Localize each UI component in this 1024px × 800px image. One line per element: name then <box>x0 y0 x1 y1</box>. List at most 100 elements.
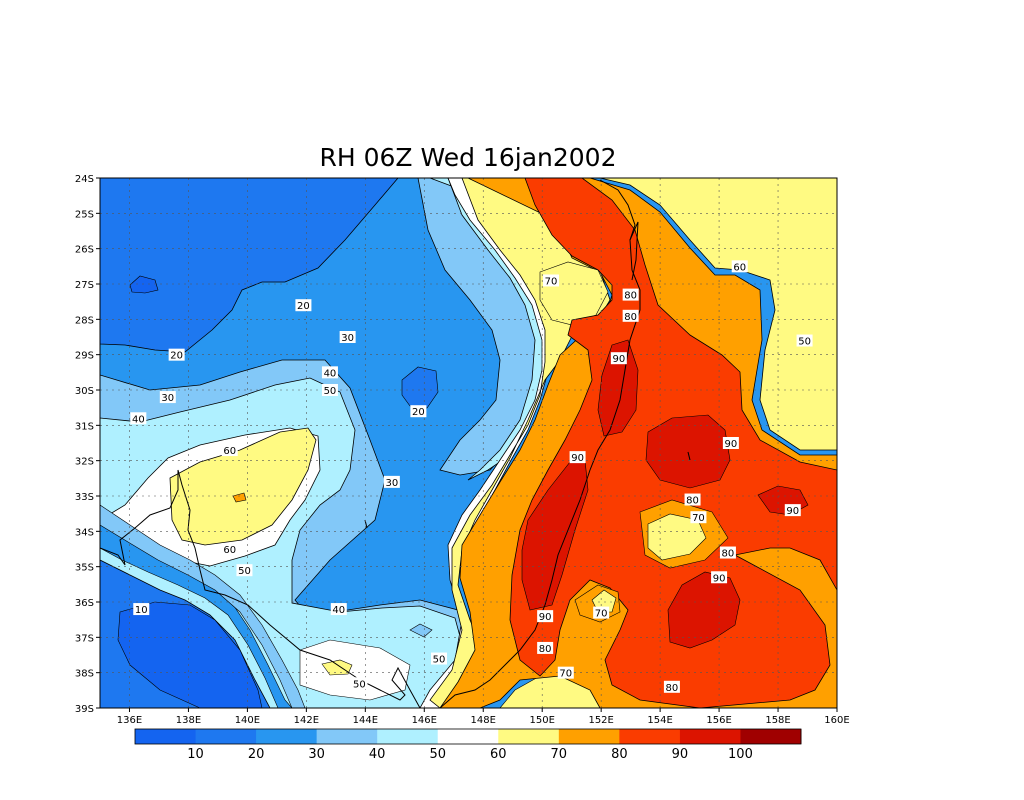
map-title: RH 06Z Wed 16jan2002 <box>320 143 617 172</box>
colorbar-swatch <box>558 729 620 744</box>
contour-label: 90 <box>713 573 726 584</box>
contour-label-box <box>221 444 238 457</box>
colorbar-label: 80 <box>611 747 628 762</box>
colorbar-label: 50 <box>429 747 446 762</box>
x-tick-label: 146E <box>412 715 437 726</box>
contour-label: 40 <box>332 605 345 616</box>
contour-label: 80 <box>666 683 679 694</box>
y-tick-label: 24S <box>75 174 94 185</box>
contour-label-box <box>784 504 801 517</box>
rh-band-100-plus-34s <box>521 459 589 611</box>
y-tick-label: 29S <box>75 351 94 362</box>
x-tick-label: 140E <box>235 715 260 726</box>
rh-band-70-80-west <box>169 427 317 546</box>
rh-band-70-80-pocket-33s-inner <box>647 513 707 561</box>
rh-band-20-30-pocket-37s <box>409 623 433 638</box>
contour-label-box <box>719 546 736 559</box>
colorbar-swatch <box>619 729 681 744</box>
y-tick-label: 36S <box>75 598 94 609</box>
rh-filled-contours <box>100 178 837 708</box>
colorbar-swatch <box>256 729 318 744</box>
contour-label: 10 <box>135 605 148 616</box>
contour-label: 50 <box>353 679 366 690</box>
colorbar-label: 30 <box>308 747 325 762</box>
y-tick-label: 27S <box>75 280 94 291</box>
colorbar: 10 20 30 40 50 60 70 80 90 100 <box>134 728 802 762</box>
x-tick-label: 136E <box>117 715 142 726</box>
rh-band-20-30-sw-strip <box>100 504 306 708</box>
contour-label: 50 <box>238 566 251 577</box>
contour-label: 60 <box>223 446 236 457</box>
contour-label: 90 <box>725 439 738 450</box>
contour-label: 20 <box>170 351 183 362</box>
contour-label-box <box>569 451 586 464</box>
contour-label: 70 <box>692 513 705 524</box>
contour-label-box <box>410 405 427 418</box>
x-tick-label: 142E <box>294 715 319 726</box>
contour-label: 30 <box>385 478 398 489</box>
colorbar-swatch <box>437 729 499 744</box>
y-tick-label: 30S <box>75 386 94 397</box>
contour-label: 70 <box>595 609 608 620</box>
contour-label: 50 <box>324 386 337 397</box>
contour-label-box <box>731 260 748 273</box>
y-tick-label: 35S <box>75 563 94 574</box>
y-axis-ticks: 24S 25S 26S 27S 28S 29S 30S 31S 32S 33S 34S 35S 36S 3… <box>75 174 100 715</box>
x-tick-label: 156E <box>706 715 731 726</box>
y-tick-label: 32S <box>75 457 94 468</box>
colorbar-label: 70 <box>551 747 568 762</box>
contour-label-box <box>711 571 728 584</box>
contour-label-box <box>690 511 707 524</box>
contour-label-box <box>236 564 253 577</box>
colorbar-swatch <box>195 729 257 744</box>
colorbar-label: 10 <box>187 747 204 762</box>
contour-label-box <box>383 475 400 488</box>
contour-label: 70 <box>545 276 558 287</box>
contour-label-box <box>130 412 147 425</box>
contour-label-box <box>537 641 554 654</box>
colorbar-label: 90 <box>672 747 689 762</box>
contour-label: 90 <box>571 453 584 464</box>
contour-label-box <box>168 348 185 361</box>
rh-band-100-plus-36s <box>667 571 741 649</box>
y-tick-label: 34S <box>75 527 94 538</box>
contour-label-box <box>557 666 574 679</box>
contour-label: 50 <box>433 655 446 666</box>
colorbar-swatch <box>135 729 197 744</box>
contour-label: 90 <box>786 506 799 517</box>
x-tick-label: 160E <box>824 715 849 726</box>
contour-label-box <box>221 543 238 555</box>
y-tick-label: 25S <box>75 209 94 220</box>
colorbar-swatch <box>740 729 802 744</box>
contour-label: 40 <box>132 414 145 425</box>
colorbar-swatch <box>316 729 378 744</box>
contour-label-box <box>133 603 150 616</box>
contour-label: 20 <box>297 301 310 312</box>
contour-label-box <box>339 331 356 343</box>
colorbar-label: 60 <box>490 747 507 762</box>
contour-label-box <box>543 274 560 287</box>
rh-band-70-80-pocket-33s-west <box>232 492 247 503</box>
x-tick-label: 138E <box>176 715 201 726</box>
contour-label-box <box>159 391 176 404</box>
contour-label-box <box>330 603 347 616</box>
x-tick-label: 152E <box>588 715 613 726</box>
x-tick-label: 144E <box>353 715 378 726</box>
contour-label: 60 <box>733 262 746 273</box>
rh-band-100-plus-north <box>597 339 639 437</box>
y-tick-label: 28S <box>75 315 94 326</box>
x-axis-ticks: 136E 138E 140E 142E 144E 146E 148E 150E 152E 154E… <box>117 708 850 726</box>
rh-band-60-70-south-pocket <box>299 639 411 701</box>
contour-label: 50 <box>798 337 811 348</box>
rh-band-10-20-inner <box>129 275 159 294</box>
contour-label: 30 <box>341 333 354 344</box>
y-tick-label: 38S <box>75 669 94 680</box>
x-tick-label: 154E <box>647 715 672 726</box>
colorbar-label: 40 <box>369 747 386 762</box>
contour-label: 90 <box>539 612 552 623</box>
contour-label: 30 <box>161 393 174 404</box>
colorbar-label: 20 <box>248 747 265 762</box>
map-frame <box>99 177 838 709</box>
contour-label-box <box>622 309 639 322</box>
contour-label-box <box>722 437 739 449</box>
